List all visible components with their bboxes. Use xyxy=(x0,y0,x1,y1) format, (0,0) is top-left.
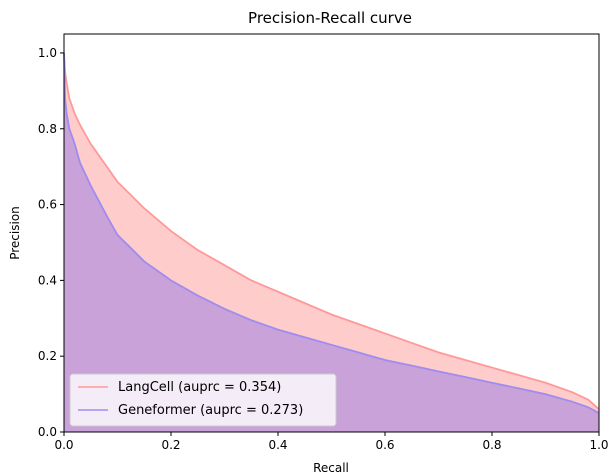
x-tick-label: 0.2 xyxy=(161,438,180,452)
x-tick-label: 0.8 xyxy=(482,438,501,452)
x-axis-label: Recall xyxy=(313,461,349,475)
y-tick-label: 0.8 xyxy=(38,122,57,136)
chart-title: Precision-Recall curve xyxy=(248,9,412,27)
series-line-geneformer xyxy=(63,52,600,414)
y-tick-label: 0.6 xyxy=(38,198,57,212)
y-axis-ticks: 0.0 0.2 0.4 0.6 0.8 1.0 xyxy=(38,46,64,439)
legend-label-langcell: LangCell (auprc = 0.354) xyxy=(118,380,281,395)
series-lines xyxy=(63,52,600,414)
y-tick-label: 0.4 xyxy=(38,273,57,287)
series-line-langcell xyxy=(63,52,600,410)
x-tick-label: 0.6 xyxy=(375,438,394,452)
legend: LangCell (auprc = 0.354) Geneformer (aup… xyxy=(69,373,337,427)
y-tick-label: 0.0 xyxy=(38,425,57,439)
x-tick-label: 0.4 xyxy=(268,438,287,452)
x-tick-label: 0.0 xyxy=(54,438,73,452)
legend-label-geneformer: Geneformer (auprc = 0.273) xyxy=(118,403,303,418)
y-axis-label: Precision xyxy=(8,206,22,260)
y-tick-label: 0.2 xyxy=(38,349,57,363)
x-tick-label: 1.0 xyxy=(589,438,608,452)
y-tick-label: 1.0 xyxy=(38,46,57,60)
x-axis-ticks: 0.0 0.2 0.4 0.6 0.8 1.0 xyxy=(54,432,609,452)
plot-frame xyxy=(63,33,600,433)
series-fills xyxy=(64,52,599,432)
legend-box xyxy=(69,373,337,427)
area-fill-geneformer xyxy=(64,52,599,432)
